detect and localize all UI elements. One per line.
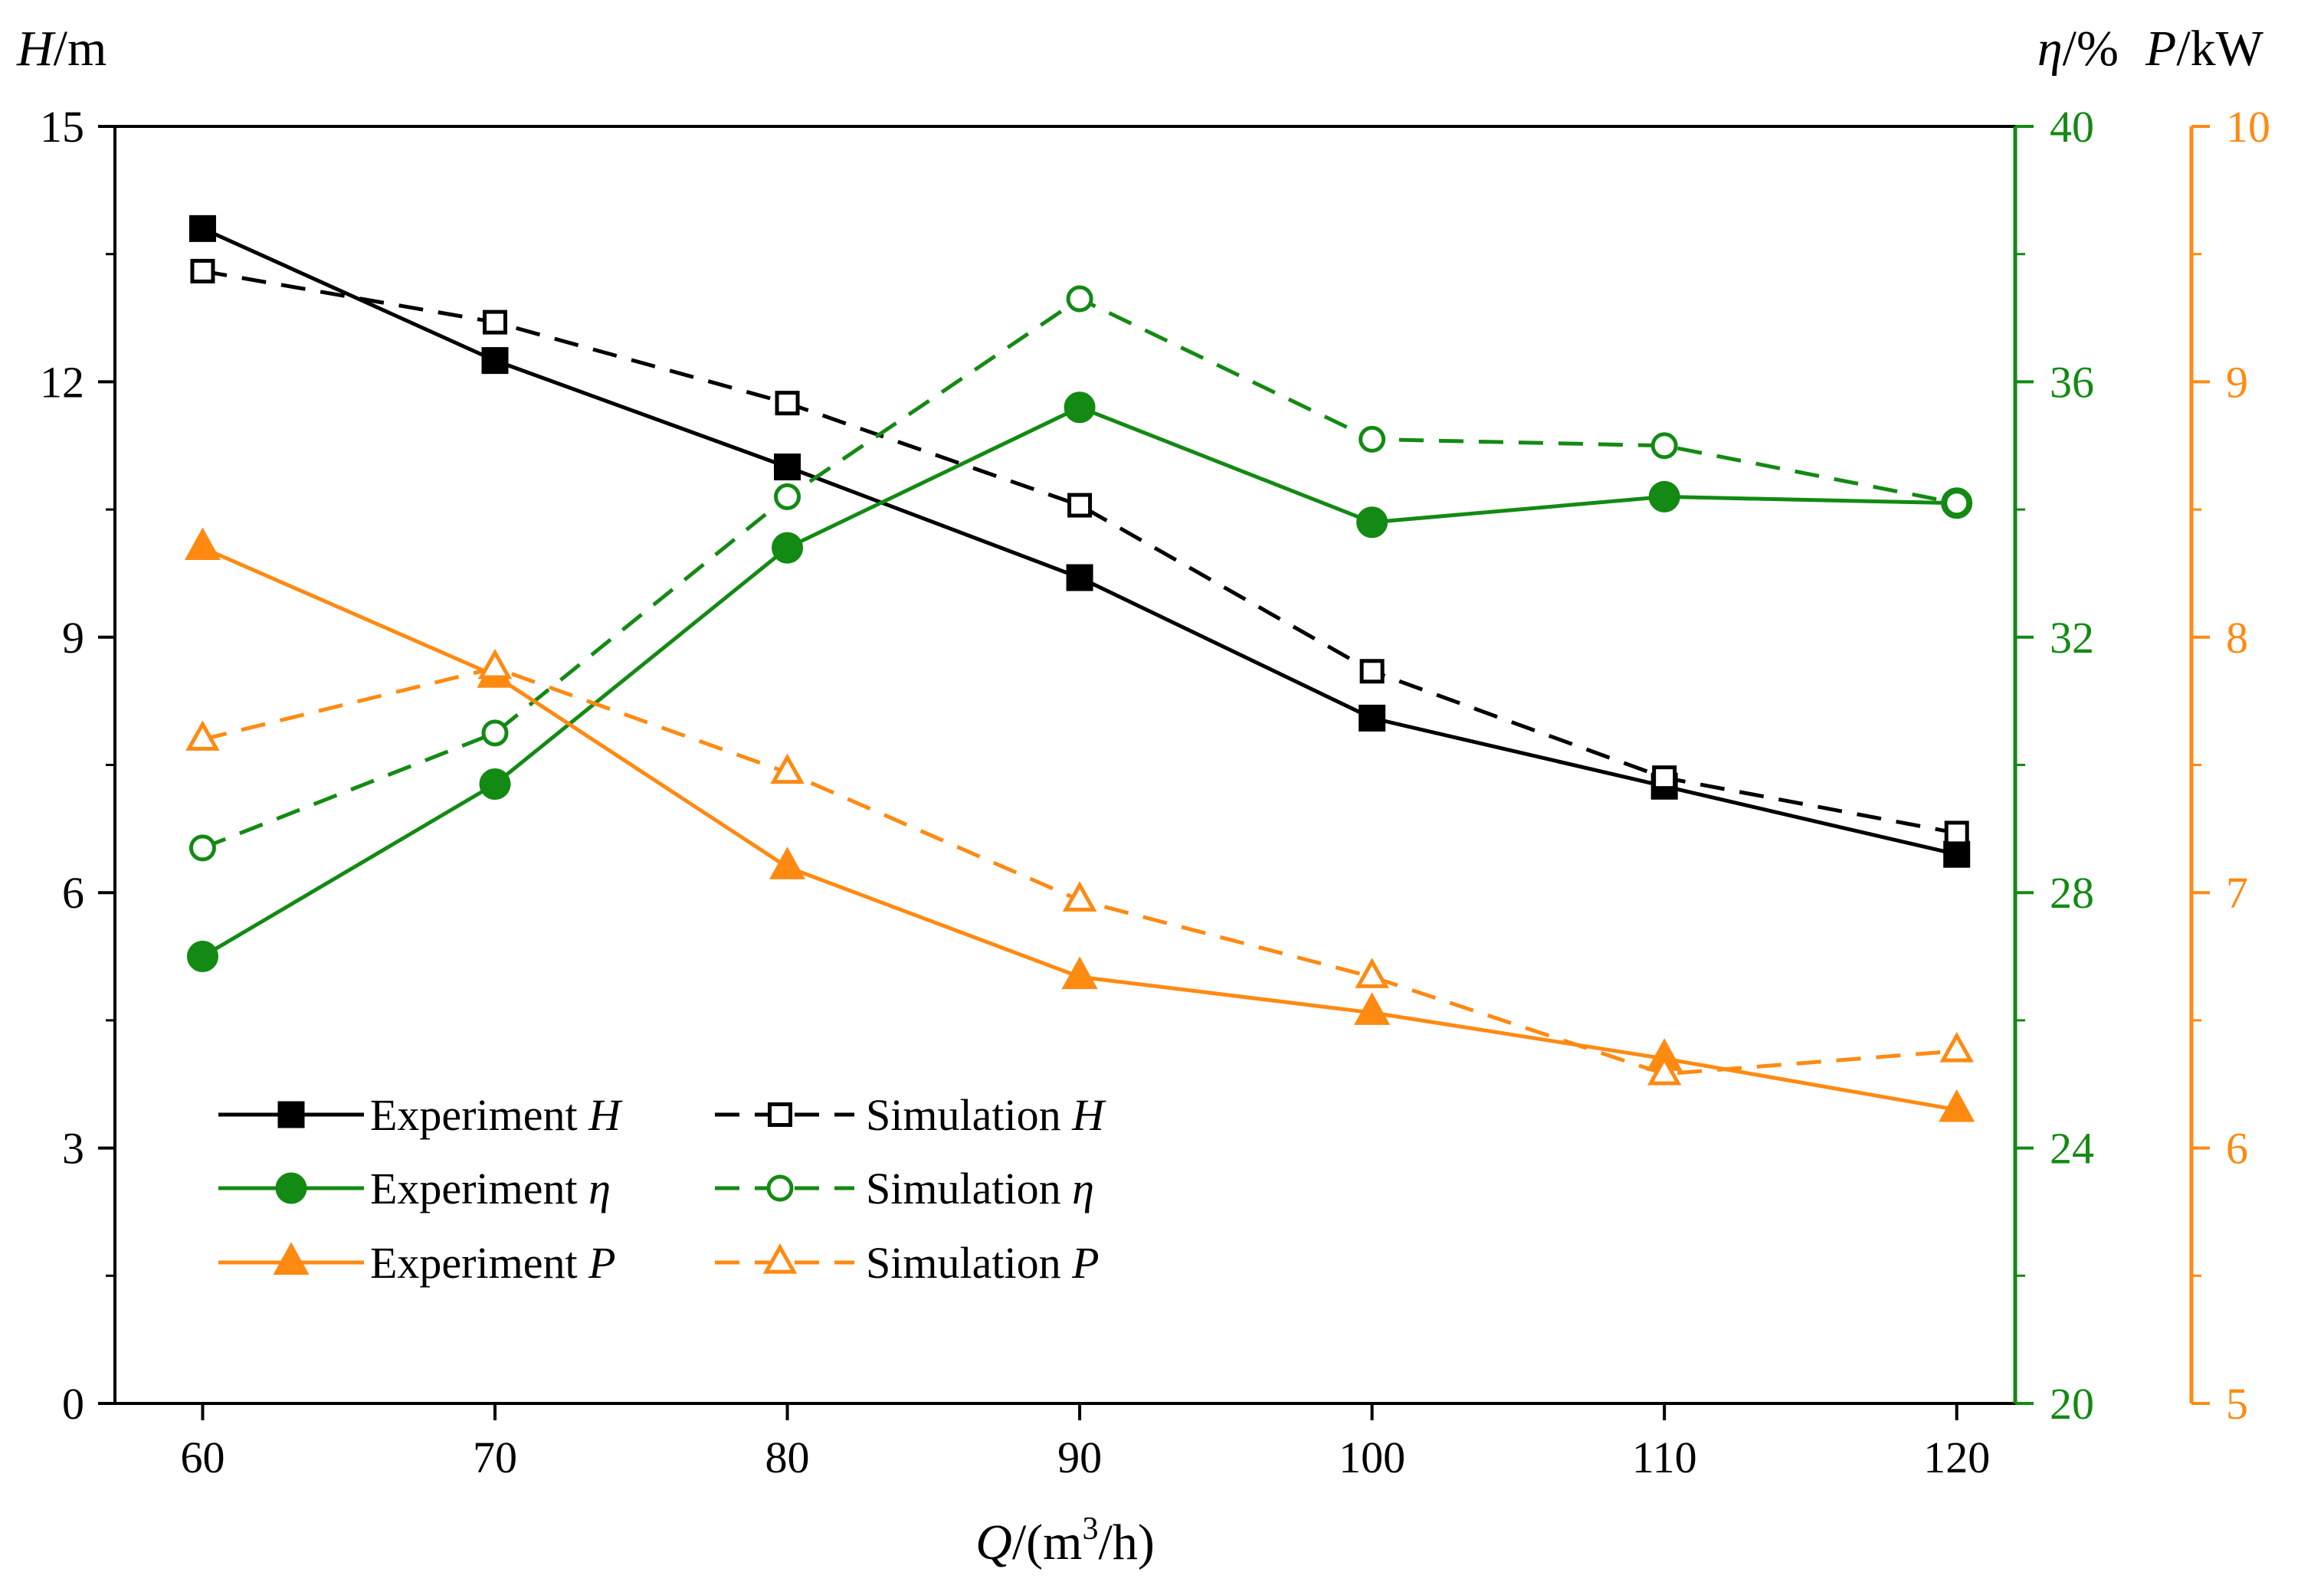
data-series xyxy=(184,214,1975,1122)
eta-tick-label: 24 xyxy=(2050,1124,2094,1174)
exp-eta-point xyxy=(1064,391,1096,424)
x-tick-label: 90 xyxy=(1057,1433,1102,1482)
axis-ticks: 60 70 80 90 100 110 12003691215202428323640567… xyxy=(40,102,2270,1482)
legend-sim-eta-marker xyxy=(766,1174,794,1202)
sim-eta-point xyxy=(774,483,801,510)
sim-H-point xyxy=(483,309,507,335)
x-axis-title: Q/(m3/h) xyxy=(975,1511,1155,1570)
p-tick-label: 9 xyxy=(2226,357,2248,407)
exp-P-point xyxy=(1061,956,1098,990)
legend-exp-eta-marker xyxy=(275,1172,307,1204)
legend-sim-eta-label: Simulation η xyxy=(866,1164,1094,1213)
sim-eta-point xyxy=(1650,432,1678,460)
exp-eta-point xyxy=(479,768,511,801)
p-tick-label: 6 xyxy=(2226,1124,2248,1174)
h-tick-label: 0 xyxy=(62,1379,84,1429)
sim-P-point xyxy=(1647,1054,1682,1086)
h-tick-label: 15 xyxy=(40,102,84,152)
exp-H-point xyxy=(481,347,509,375)
p-tick-label: 7 xyxy=(2226,868,2248,918)
exp-eta-point xyxy=(186,941,218,973)
sim-H-point xyxy=(1359,659,1385,684)
legend-sim-P-marker xyxy=(762,1243,798,1274)
legend-exp-P-label: Experiment P xyxy=(370,1238,616,1288)
p-tick-label: 8 xyxy=(2226,613,2248,663)
x-tick-label: 120 xyxy=(1923,1433,1990,1482)
exp-eta-line xyxy=(202,405,1957,958)
exp-H-line xyxy=(202,227,1958,856)
sim-H-point xyxy=(775,391,800,416)
sim-P-point xyxy=(477,648,513,680)
sim-H-point xyxy=(190,258,215,283)
x-tick-label: 60 xyxy=(180,1433,225,1482)
eta-tick-label: 28 xyxy=(2050,868,2094,918)
p-axis-title: P/kW xyxy=(2145,21,2264,77)
exp-H-point xyxy=(774,454,801,481)
exp-P-line xyxy=(202,545,1958,1112)
h-tick-label: 9 xyxy=(62,613,84,663)
sim-P-point xyxy=(1062,881,1097,912)
exp-P-point xyxy=(1354,992,1391,1025)
eta-axis-title: η/% xyxy=(2037,21,2119,77)
exp-P-point xyxy=(1939,1089,1975,1122)
legend-exp-eta-label: Experiment η xyxy=(370,1164,611,1213)
sim-H-point xyxy=(1652,765,1677,791)
sim-H-point xyxy=(1067,493,1093,518)
legend-sim-H-marker xyxy=(768,1102,792,1127)
exp-H-point xyxy=(1359,704,1386,732)
exp-eta-point xyxy=(1356,506,1388,539)
x-tick-label: 70 xyxy=(473,1433,517,1482)
h-axis-title: H/m xyxy=(16,21,107,77)
sim-P-point xyxy=(770,753,805,784)
eta-tick-label: 20 xyxy=(2050,1379,2094,1429)
exp-H-point xyxy=(1943,840,1971,868)
sim-eta-point xyxy=(188,834,216,862)
sim-H-point xyxy=(1944,820,1969,846)
sim-eta-point xyxy=(1066,285,1093,313)
x-tick-label: 80 xyxy=(765,1433,810,1482)
sim-eta-point xyxy=(1943,490,1971,517)
sim-eta-point xyxy=(481,719,509,747)
sim-P-point xyxy=(1939,1031,1974,1063)
sim-P-line xyxy=(202,666,1957,1076)
sim-H-line xyxy=(202,269,1958,835)
eta-tick-label: 36 xyxy=(2050,357,2094,407)
legend: Experiment H Simulation H Experiment η Simu… xyxy=(218,1090,1106,1288)
axis-titles: H/m η/% P/kW Q/(m3/h) xyxy=(16,21,2264,1570)
sim-P-point xyxy=(1355,958,1389,988)
exp-H-point xyxy=(188,214,216,242)
exp-P-point xyxy=(184,527,221,561)
legend-sim-H-label: Simulation H xyxy=(866,1090,1106,1140)
h-tick-label: 3 xyxy=(62,1124,84,1174)
series-markers xyxy=(184,214,1975,1122)
eta-tick-label: 32 xyxy=(2050,613,2094,663)
x-tick-label: 100 xyxy=(1339,1433,1405,1482)
exp-eta-point xyxy=(772,532,804,564)
legend-exp-H-label: Experiment H xyxy=(370,1090,623,1140)
p-tick-label: 10 xyxy=(2226,102,2270,152)
eta-tick-label: 40 xyxy=(2050,102,2094,152)
h-tick-label: 12 xyxy=(40,357,84,407)
exp-eta-point xyxy=(1648,480,1680,513)
legend-exp-P-marker xyxy=(273,1242,310,1275)
exp-P-point xyxy=(769,847,806,879)
x-tick-label: 110 xyxy=(1632,1433,1697,1482)
h-tick-label: 6 xyxy=(62,868,84,918)
sim-P-point xyxy=(185,720,220,751)
legend-sim-P-label: Simulation P xyxy=(866,1238,1100,1288)
p-tick-label: 5 xyxy=(2226,1379,2248,1429)
legend-exp-H-marker xyxy=(277,1101,305,1128)
exp-H-point xyxy=(1066,564,1093,591)
sim-eta-point xyxy=(1359,425,1386,453)
